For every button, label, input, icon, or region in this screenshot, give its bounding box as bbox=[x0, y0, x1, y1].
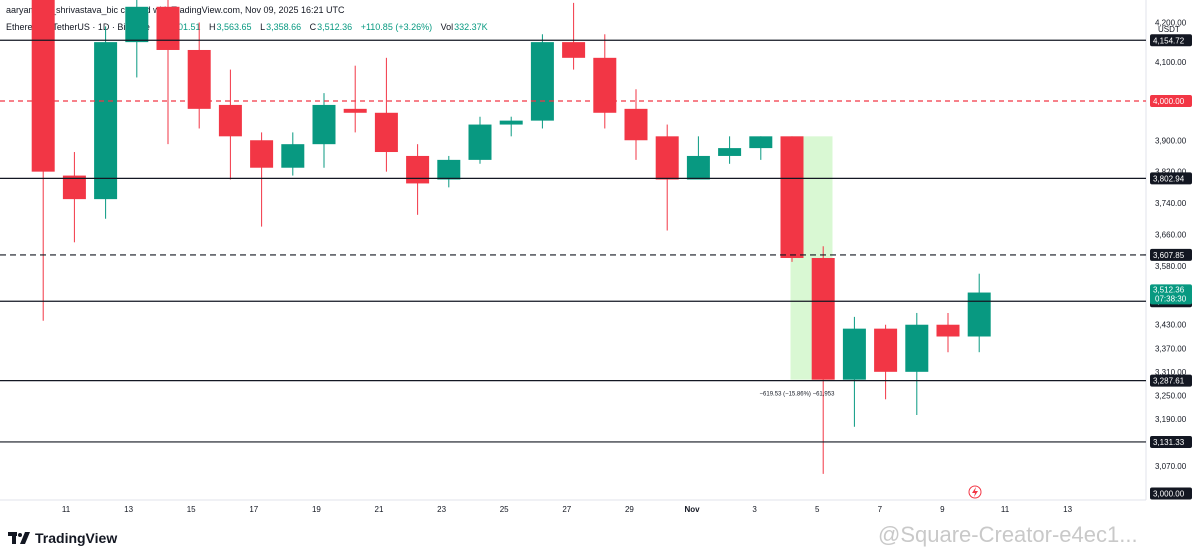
x-tick-label: 21 bbox=[375, 505, 384, 514]
x-tick-label: 19 bbox=[312, 505, 321, 514]
candle-body[interactable] bbox=[811, 258, 835, 380]
candle-body[interactable] bbox=[62, 175, 86, 200]
candle-body[interactable] bbox=[31, 0, 55, 172]
candle-body[interactable] bbox=[530, 42, 554, 121]
x-tick-label: 29 bbox=[625, 505, 634, 514]
vol-label: Vol bbox=[440, 22, 454, 32]
low-value: 3,358.66 bbox=[266, 22, 302, 32]
level-price-tag bbox=[1150, 374, 1192, 387]
y-tick-label: 3,310.00 bbox=[1155, 368, 1187, 377]
x-tick-label: Nov bbox=[684, 505, 700, 514]
x-tick-label: 13 bbox=[1063, 505, 1072, 514]
level-price-tag bbox=[1150, 95, 1192, 107]
lightning-glyph bbox=[972, 487, 978, 497]
candle-body[interactable] bbox=[250, 140, 274, 168]
candle-body[interactable] bbox=[343, 108, 367, 113]
x-tick-label: 23 bbox=[437, 505, 446, 514]
close-label: C bbox=[309, 22, 317, 32]
candle-body[interactable] bbox=[905, 324, 929, 372]
tradingview-logo[interactable]: TradingView bbox=[8, 530, 117, 546]
level-price-tag-text: 4,000.00 bbox=[1153, 97, 1185, 106]
open-value: 3,401.51 bbox=[165, 22, 201, 32]
level-price-tag-text: 4,154.72 bbox=[1153, 36, 1185, 45]
price-unit-label: USDT bbox=[1158, 25, 1180, 34]
candle-body[interactable] bbox=[655, 136, 679, 180]
level-price-tag bbox=[1150, 172, 1192, 185]
x-tick-label: 27 bbox=[562, 505, 571, 514]
y-tick-label: 3,740.00 bbox=[1155, 199, 1187, 208]
x-tick-label: 25 bbox=[500, 505, 509, 514]
level-price-tag-text: 3,802.94 bbox=[1153, 174, 1185, 183]
candle-body[interactable] bbox=[936, 324, 960, 337]
candle-body[interactable] bbox=[281, 144, 305, 168]
candle-body[interactable] bbox=[125, 6, 149, 43]
y-tick-label: 3,580.00 bbox=[1155, 262, 1187, 271]
level-price-tag-text: 3,000.00 bbox=[1153, 490, 1185, 499]
level-price-tag bbox=[1150, 34, 1192, 47]
vol-value: 332.37K bbox=[454, 22, 488, 32]
high-label: H bbox=[209, 22, 216, 32]
candle-body[interactable] bbox=[94, 42, 118, 200]
candle-body[interactable] bbox=[842, 328, 866, 380]
y-tick-label: 3,250.00 bbox=[1155, 391, 1187, 400]
y-tick-label: 3,190.00 bbox=[1155, 415, 1187, 424]
level-price-tag bbox=[1150, 248, 1192, 261]
x-tick-label: 5 bbox=[815, 505, 820, 514]
x-tick-label: 11 bbox=[1001, 505, 1010, 514]
candle-body[interactable] bbox=[593, 57, 617, 113]
x-tick-label: 9 bbox=[940, 505, 945, 514]
x-tick-label: 3 bbox=[752, 505, 757, 514]
y-tick-label: 3,370.00 bbox=[1155, 344, 1187, 353]
candle-body[interactable] bbox=[749, 136, 773, 149]
candle-body[interactable] bbox=[374, 112, 398, 153]
y-tick-label: 3,820.00 bbox=[1155, 168, 1187, 177]
candle-body[interactable] bbox=[187, 49, 211, 109]
close-value: 3,512.36 bbox=[317, 22, 353, 32]
candle-body[interactable] bbox=[874, 328, 898, 372]
change-value: +110.85 (+3.26%) bbox=[360, 22, 433, 32]
candle-body[interactable] bbox=[967, 292, 991, 337]
x-tick-label: 13 bbox=[124, 505, 133, 514]
creator-watermark: @Square-Creator-e4ec1... bbox=[878, 522, 1138, 547]
y-tick-label: 4,100.00 bbox=[1155, 58, 1187, 67]
low-label: L bbox=[260, 22, 266, 32]
measure-label: −619.53 (−15.86%) −61,953 bbox=[760, 392, 836, 398]
tradingview-logo-icon bbox=[8, 532, 30, 544]
candle-body[interactable] bbox=[406, 155, 430, 184]
candle-body[interactable] bbox=[312, 104, 336, 145]
x-tick-label: 11 bbox=[62, 505, 71, 514]
candle-body[interactable] bbox=[156, 6, 180, 50]
x-tick-label: 15 bbox=[187, 505, 196, 514]
high-value: 3,563.65 bbox=[216, 22, 252, 32]
x-tick-label: 7 bbox=[878, 505, 883, 514]
x-tick-label: 17 bbox=[249, 505, 258, 514]
y-tick-label: 3,660.00 bbox=[1155, 230, 1187, 239]
candle-body[interactable] bbox=[218, 104, 242, 137]
candle-body[interactable] bbox=[686, 155, 710, 180]
level-price-tag-text: 3,131.33 bbox=[1153, 438, 1185, 447]
level-price-tag bbox=[1150, 487, 1192, 500]
symbol-title[interactable]: Ethereum / TetherUS · 1D · Binance bbox=[6, 22, 150, 32]
candle-body[interactable] bbox=[780, 136, 804, 258]
y-tick-label: 3,430.00 bbox=[1155, 321, 1187, 330]
candle-body[interactable] bbox=[624, 108, 648, 141]
candle-countdown: 07:38:30 bbox=[1155, 294, 1187, 303]
current-price-tag bbox=[1150, 284, 1192, 305]
candle-body[interactable] bbox=[562, 42, 586, 58]
candle-body[interactable] bbox=[499, 120, 523, 125]
lightning-icon[interactable] bbox=[968, 485, 982, 499]
level-price-tag bbox=[1150, 435, 1192, 448]
tradingview-logo-text: TradingView bbox=[35, 530, 118, 546]
y-tick-label: 3,900.00 bbox=[1155, 136, 1187, 145]
candle-body[interactable] bbox=[437, 159, 461, 180]
y-tick-label: 4,200.00 bbox=[1155, 19, 1187, 28]
candle-body[interactable] bbox=[718, 148, 742, 156]
level-price-tag-text: 3,607.85 bbox=[1153, 251, 1185, 260]
current-price-value: 3,512.36 bbox=[1153, 285, 1185, 294]
y-tick-label: 3,070.00 bbox=[1155, 462, 1187, 471]
symbol-legend[interactable]: Ethereum / TetherUS · 1D · Binance O3,40… bbox=[6, 22, 494, 32]
candle-body[interactable] bbox=[468, 124, 492, 160]
level-price-tag-text: 3,287.61 bbox=[1153, 377, 1185, 386]
